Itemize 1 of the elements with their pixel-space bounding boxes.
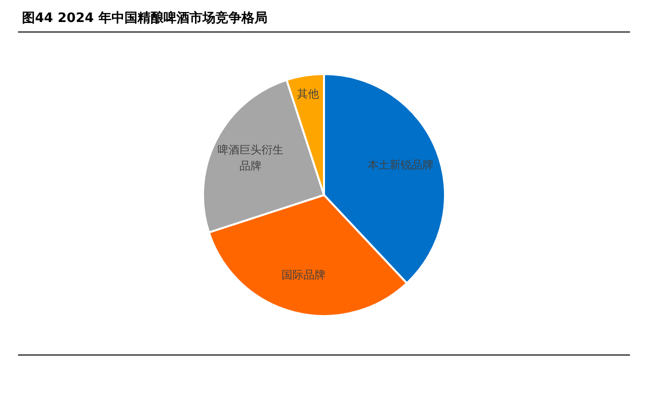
title: 图44 2024 年中国精酿啤酒市场竞争格局 [22,11,268,26]
